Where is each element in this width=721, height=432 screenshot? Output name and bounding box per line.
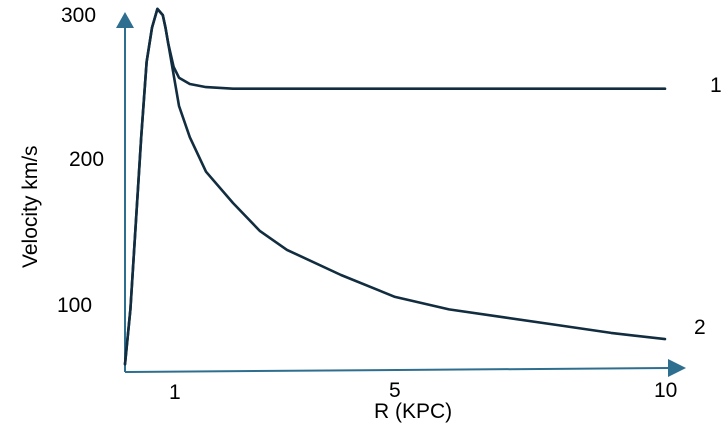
series-label-1: 1 (710, 74, 721, 97)
y-tick-label-100: 100 (57, 294, 92, 317)
series-line-1 (123, 7, 667, 366)
series-line-2 (123, 7, 667, 366)
y-axis-title: Velocity km/s (19, 145, 42, 268)
x-tick-label-5: 5 (389, 379, 401, 402)
y-tick-label-300: 300 (61, 4, 96, 27)
x-axis-line (124, 367, 671, 373)
x-tick-label-10: 10 (654, 379, 677, 402)
series-layer (123, 7, 667, 366)
x-axis-arrow (668, 359, 686, 377)
axes (116, 12, 686, 377)
y-tick-label-200: 200 (69, 148, 104, 171)
x-tick-label-1: 1 (169, 381, 181, 404)
x-axis-title: R (KPC) (374, 400, 452, 423)
series-label-2: 2 (694, 316, 706, 339)
labels: 300 200 100 1 5 10 R (KPC) Velocity km/s… (19, 4, 721, 423)
y-axis-arrow (116, 12, 134, 28)
